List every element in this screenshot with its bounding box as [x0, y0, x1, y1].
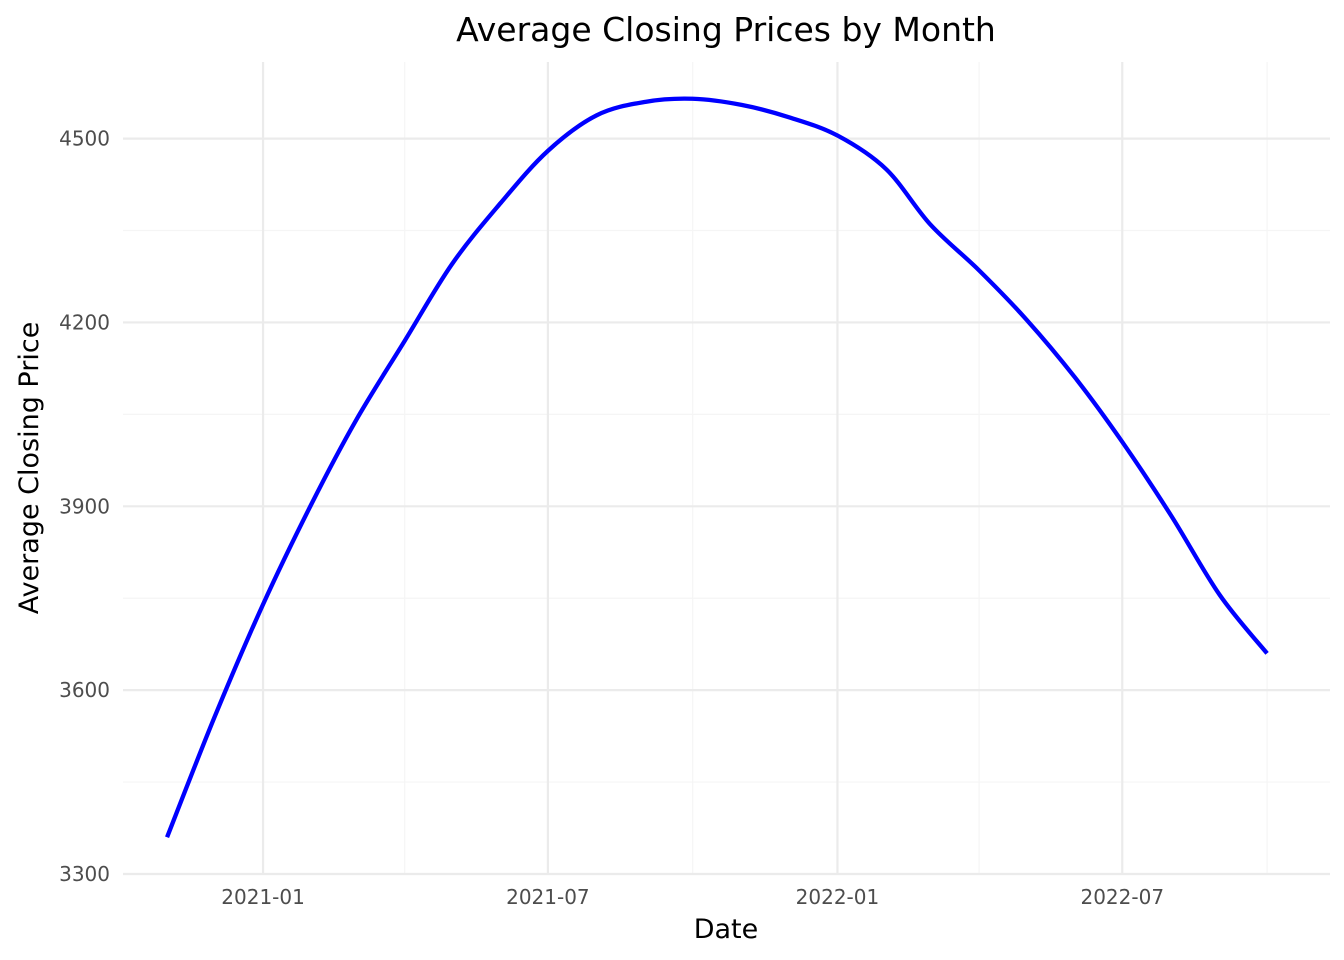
grid-lines	[123, 62, 1330, 876]
chart-title: Average Closing Prices by Month	[456, 10, 996, 49]
x-tick-label: 2021-07	[506, 885, 590, 909]
x-tick-label: 2022-07	[1080, 885, 1164, 909]
y-tick-label: 3900	[59, 494, 110, 518]
y-axis-title: Average Closing Price	[14, 322, 45, 615]
y-axis-tick-labels: 3300 3600 3900 4200 4500	[59, 127, 110, 886]
x-tick-label: 2021-01	[221, 885, 305, 909]
y-tick-label: 3300	[59, 862, 110, 886]
y-tick-label: 3600	[59, 678, 110, 702]
series-line-0	[165, 96, 1269, 839]
x-axis-tick-labels: 2021-01 2021-07 2022-01 2022-07	[221, 885, 1164, 909]
x-axis-title: Date	[694, 914, 759, 945]
series-layer	[165, 96, 1269, 839]
y-tick-label: 4500	[59, 127, 110, 151]
y-tick-label: 4200	[59, 310, 110, 334]
x-tick-label: 2022-01	[796, 885, 880, 909]
